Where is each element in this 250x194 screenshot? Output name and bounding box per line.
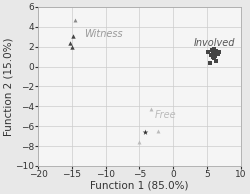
Point [214,49,218,52]
Point [68,41,72,44]
Text: Involved: Involved [194,38,235,48]
Point [71,34,75,37]
Point [212,56,216,59]
Point [208,61,212,64]
Point [215,52,219,55]
X-axis label: Function 1 (85.0%): Function 1 (85.0%) [90,181,189,191]
Text: Witness: Witness [84,29,122,39]
Point [70,45,74,48]
Point [216,52,220,55]
Text: Free: Free [154,110,176,120]
Point [212,47,216,50]
Point [213,54,217,57]
Point [214,59,218,62]
Point [73,18,77,22]
Point [211,51,215,54]
Point [209,53,213,56]
Point [138,141,141,144]
Y-axis label: Function 2 (15.0%): Function 2 (15.0%) [4,37,14,136]
Point [206,50,210,53]
Point [217,50,221,53]
Point [211,55,215,58]
Point [143,131,147,134]
Point [149,108,153,111]
Point [210,48,214,51]
Point [156,130,160,133]
